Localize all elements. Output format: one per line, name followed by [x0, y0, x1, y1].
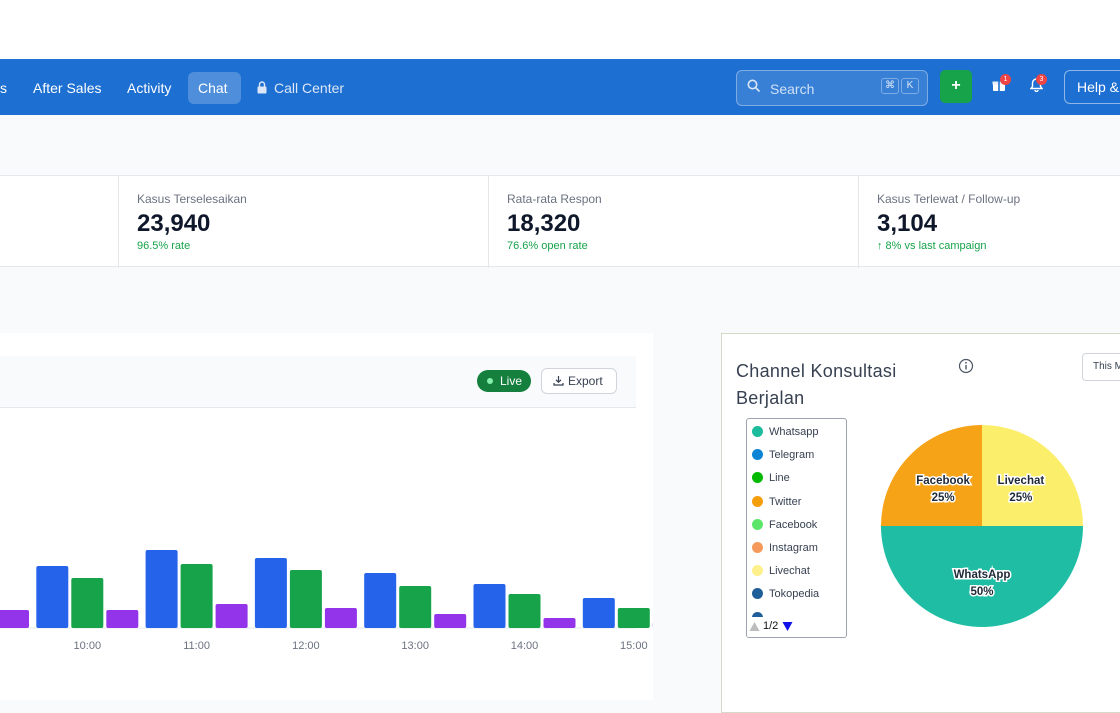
pie-slice-label: Facebook [916, 475, 970, 487]
chart-bar [290, 570, 322, 628]
nav-item-chat[interactable]: Chat [188, 72, 241, 104]
chart-bar [146, 550, 178, 628]
legend-item[interactable]: Livechat [752, 563, 810, 579]
info-icon[interactable] [958, 358, 974, 374]
legend-swatch [752, 542, 763, 553]
stat-value: 3,104 [877, 210, 1120, 238]
legend-label: Whatsapp [769, 426, 819, 438]
notifications-button[interactable]: 3 [1030, 78, 1043, 97]
search-icon [747, 79, 761, 93]
chart-bar [434, 614, 466, 628]
channel-pie-chart: Livechat 25% WhatsApp 50% Facebook 25% [872, 416, 1092, 636]
legend-page-indicator: 1/2 [763, 620, 778, 632]
stat-subtext: 76.6% open rate [507, 240, 858, 252]
chart-bar [399, 586, 431, 628]
legend-label: Twitter [769, 496, 801, 508]
pie-slice-label: Livechat [998, 475, 1045, 487]
legend-label: Line [769, 472, 790, 484]
channel-card-title: Channel Konsultasi Berjalan [736, 358, 936, 412]
gift-badge: 1 [1000, 74, 1011, 85]
stat-subtext: ↑ 8% vs last campaign [877, 240, 1120, 252]
gift-button[interactable]: 1 [992, 78, 1006, 97]
stat-label: Kasus Terselesaikan [137, 192, 488, 206]
chart-bar [216, 604, 248, 628]
x-tick-label: 10:00 [74, 640, 102, 652]
legend-item[interactable]: Telegram [752, 447, 814, 463]
nav-item-after-sales[interactable]: After Sales [23, 74, 111, 102]
chart-bar [71, 578, 103, 628]
chart-bar [255, 558, 287, 628]
legend-item[interactable]: Tokopedia [752, 586, 819, 602]
x-tick-label: 14:00 [511, 640, 539, 652]
legend-label: Tokopedia [769, 588, 819, 600]
legend-next-icon[interactable] [782, 621, 793, 632]
channel-card: Channel Konsultasi Berjalan This M Whats… [721, 333, 1120, 713]
chart-bar [0, 610, 29, 628]
chart-bar [618, 608, 650, 628]
x-tick-label: 15:00 [620, 640, 648, 652]
legend-pager: 1/2 [747, 617, 846, 637]
stat-card-resolved: Kasus Terselesaikan 23,940 96.5% rate [118, 176, 488, 268]
pie-slice-label: WhatsApp [954, 569, 1011, 581]
legend-item[interactable]: Instagram [752, 540, 818, 556]
stat-value: 18,320 [507, 210, 858, 238]
help-button[interactable]: Help & [1064, 70, 1120, 104]
legend-label: Instagram [769, 542, 818, 554]
legend-swatch [752, 426, 763, 437]
nav-item-partial[interactable]: s [0, 74, 17, 102]
stat-subtext: 96.5% rate [137, 240, 488, 252]
x-tick-label: 12:00 [292, 640, 320, 652]
search-placeholder: Search [770, 81, 814, 97]
legend-item[interactable]: Whatsapp [752, 424, 819, 440]
pie-slice-label: 25% [932, 492, 955, 504]
stat-card-avg-response: Rata-rata Respon 18,320 76.6% open rate [488, 176, 858, 268]
chart-bar [583, 598, 615, 628]
legend-swatch [752, 588, 763, 599]
legend-label: Telegram [769, 449, 814, 461]
stat-value: 23,940 [137, 210, 488, 238]
bell-badge: 3 [1036, 74, 1047, 85]
stats-row: Kasus Terselesaikan 23,940 96.5% rate Ra… [0, 175, 1120, 267]
stat-label: Rata-rata Respon [507, 192, 858, 206]
lock-icon [257, 81, 267, 94]
pie-slice-label: 25% [1009, 492, 1032, 504]
legend-swatch [752, 472, 763, 483]
chart-bar [544, 618, 576, 628]
chart-bar [509, 594, 541, 628]
pie-legend: Whatsapp Telegram Line Twitter Facebook Insta… [746, 418, 847, 638]
legend-swatch [752, 496, 763, 507]
chart-bar [106, 610, 138, 628]
hourly-bar-chart: 10:00 11:00 12:00 13:00 14:00 15:00 [0, 333, 653, 700]
top-navbar: s After Sales Activity Chat Call Center … [0, 59, 1120, 115]
legend-item[interactable]: Line [752, 470, 790, 486]
legend-swatch [752, 565, 763, 576]
add-button[interactable]: + [940, 70, 972, 103]
search-box[interactable]: Search ⌘ K [736, 70, 928, 106]
legend-swatch [752, 519, 763, 530]
stat-label: Kasus Terlewat / Follow-up [877, 192, 1120, 206]
x-tick-label: 13:00 [401, 640, 429, 652]
nav-item-call-center[interactable]: Call Center [246, 74, 354, 102]
shortcut-cmd-key: ⌘ [881, 78, 899, 94]
chart-bar [474, 584, 506, 628]
legend-label: Livechat [769, 565, 810, 577]
legend-prev-icon[interactable] [749, 621, 760, 632]
legend-label: Facebook [769, 519, 817, 531]
chart-bar [181, 564, 213, 628]
legend-item[interactable]: Twitter [752, 494, 801, 510]
shortcut-k-key: K [901, 78, 919, 94]
chart-bar [36, 566, 68, 628]
legend-item[interactable]: Facebook [752, 517, 817, 533]
top-whitespace [0, 0, 1120, 59]
chart-bar [364, 573, 396, 628]
legend-swatch [752, 449, 763, 460]
x-tick-label: 11:00 [183, 640, 210, 652]
stat-card-missed-followup: Kasus Terlewat / Follow-up 3,104 ↑ 8% vs… [858, 176, 1120, 268]
nav-item-call-center-label: Call Center [274, 80, 344, 96]
chart-bar [325, 608, 357, 628]
period-dropdown[interactable]: This M [1082, 353, 1120, 381]
nav-item-activity[interactable]: Activity [117, 74, 181, 102]
pie-slice-label: 50% [970, 586, 993, 598]
